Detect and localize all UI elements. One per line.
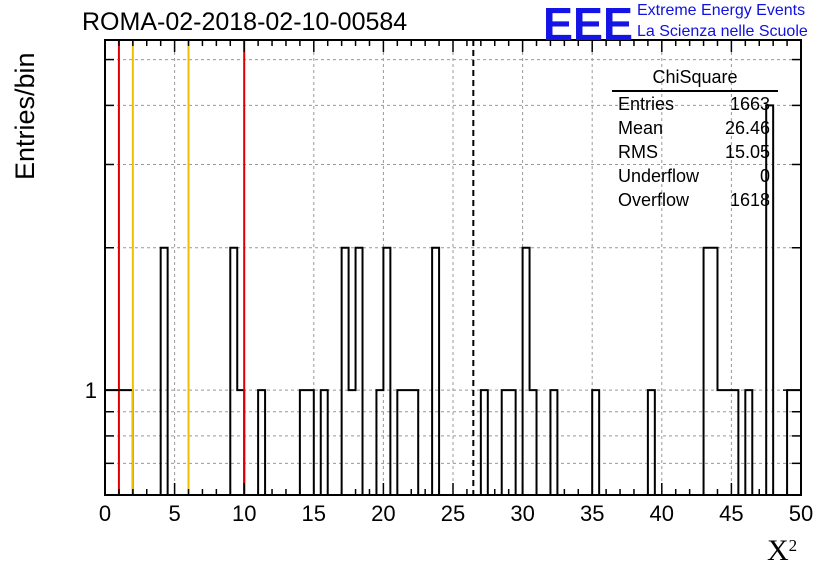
histogram-bin bbox=[481, 390, 488, 495]
histogram-bin bbox=[126, 390, 133, 495]
x-tick-label: 40 bbox=[650, 501, 674, 526]
axes: 0 5 10 15 20 25 30 35 40 45 50 1 bbox=[85, 39, 813, 526]
histogram-bin bbox=[112, 390, 119, 495]
histogram-bin bbox=[502, 390, 509, 495]
histogram-bin bbox=[731, 390, 738, 495]
histogram-bin bbox=[711, 248, 718, 495]
logo-line-2: La Scienza nelle Scuole bbox=[637, 23, 808, 40]
stats-box: ChiSquare Entries 1663 Mean 26.46 RMS 15.05… bbox=[608, 64, 778, 212]
x-tick-label: 50 bbox=[789, 501, 813, 526]
histogram-bin bbox=[383, 248, 390, 495]
histogram-bin bbox=[523, 248, 530, 495]
histogram-bin bbox=[307, 390, 314, 495]
histogram-bin bbox=[787, 390, 794, 495]
x-tick-label: 35 bbox=[580, 501, 604, 526]
x-tick-label: 45 bbox=[719, 501, 743, 526]
histogram-bin bbox=[404, 390, 411, 495]
x-axis-label: X2 bbox=[767, 534, 798, 567]
stats-row: Entries 1663 bbox=[618, 94, 770, 114]
logo-line-1: Extreme Energy Events bbox=[637, 2, 806, 19]
stats-row: Overflow 1618 bbox=[618, 190, 770, 210]
histogram-bin bbox=[550, 390, 557, 495]
histogram-bin bbox=[530, 390, 537, 495]
histogram-bin bbox=[105, 390, 112, 495]
x-tick-label: 25 bbox=[441, 501, 465, 526]
histogram-bin bbox=[342, 248, 349, 495]
histogram-bin bbox=[704, 248, 711, 495]
histogram-bin bbox=[161, 248, 168, 495]
reference-lines bbox=[117, 40, 475, 495]
histogram-bin bbox=[592, 390, 599, 495]
svg-text:EEE: EEE bbox=[543, 2, 633, 44]
x-tick-label: 5 bbox=[168, 501, 180, 526]
histogram-bin bbox=[745, 390, 752, 495]
stats-row: Mean 26.46 bbox=[618, 118, 770, 138]
histogram-bin bbox=[509, 390, 516, 495]
histogram-bin bbox=[648, 390, 655, 495]
histogram-bin bbox=[794, 390, 801, 495]
histogram-bin bbox=[376, 390, 383, 495]
histogram-bin bbox=[411, 390, 418, 495]
stats-row: RMS 15.05 bbox=[618, 142, 770, 162]
histogram-bin bbox=[717, 390, 724, 495]
histogram-bin bbox=[356, 248, 363, 495]
histogram-bin bbox=[724, 390, 731, 495]
histogram-bin bbox=[230, 248, 237, 495]
histogram-bin bbox=[349, 390, 356, 495]
histogram-bin bbox=[300, 390, 307, 495]
x-tick-label: 15 bbox=[302, 501, 326, 526]
x-tick-label: 10 bbox=[232, 501, 256, 526]
histogram-bin bbox=[321, 390, 328, 495]
eee-logo: EEE bbox=[543, 2, 633, 44]
y-axis-label: Entries/bin bbox=[10, 52, 40, 180]
histogram-bin bbox=[432, 248, 439, 495]
x-tick-label: 30 bbox=[510, 501, 534, 526]
x-tick-label: 0 bbox=[99, 501, 111, 526]
histogram-bin bbox=[237, 390, 244, 495]
x-tick-label: 20 bbox=[371, 501, 395, 526]
histogram-bin bbox=[258, 390, 265, 495]
y-tick-label: 1 bbox=[85, 378, 97, 403]
chart-title: ROMA-02-2018-02-10-00584 bbox=[82, 8, 408, 36]
histogram-bin bbox=[119, 390, 126, 495]
histogram-bin bbox=[397, 390, 404, 495]
stats-title: ChiSquare bbox=[612, 64, 778, 92]
stats-row: Underflow 0 bbox=[618, 166, 770, 186]
